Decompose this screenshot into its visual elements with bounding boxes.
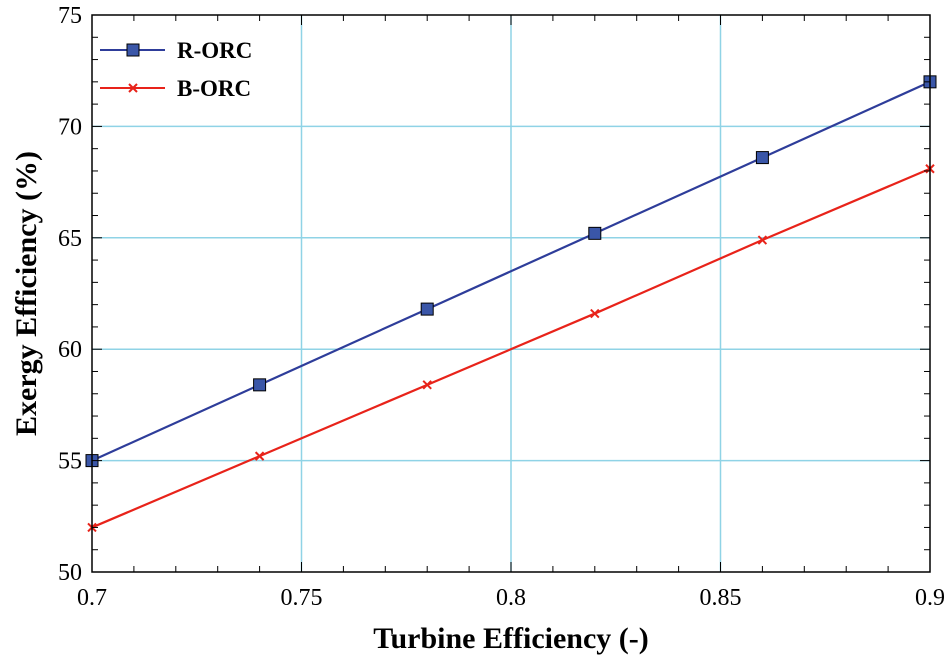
data-point-b-orc — [757, 235, 768, 245]
x-tick-label: 0.7 — [77, 585, 107, 611]
data-point-r-orc — [755, 151, 769, 165]
data-point-b-orc — [254, 451, 265, 461]
x-tick-label: 0.8 — [496, 585, 526, 611]
x-tick-label: 0.9 — [915, 585, 945, 611]
legend-marker-r-orc — [126, 43, 140, 57]
y-tick-label: 70 — [58, 114, 82, 140]
legend: R-ORC B-ORC — [100, 38, 252, 101]
series-line-b-orc — [91, 167, 931, 529]
y-tick-label: 55 — [58, 449, 82, 475]
x-axis-title: Turbine Efficiency (-) — [373, 622, 649, 655]
ticks: 0.7 0.75 0.8 0.85 0.9 50 55 60 65 70 75 — [58, 3, 945, 611]
y-tick-label: 60 — [58, 337, 82, 363]
series-line-r-orc — [91, 80, 931, 462]
data-point-b-orc — [590, 308, 600, 319]
y-axis-title: Exergy Efficiency (%) — [10, 151, 43, 436]
y-tick-label: 50 — [58, 560, 82, 586]
data-point-r-orc — [253, 378, 267, 392]
data-point-r-orc — [588, 226, 602, 240]
legend-label-b-orc: B-ORC — [177, 76, 251, 101]
x-tick-label: 0.85 — [700, 585, 742, 611]
x-tick-label: 0.75 — [281, 585, 323, 611]
legend-label-r-orc: R-ORC — [177, 38, 252, 63]
data-point-r-orc — [420, 302, 434, 316]
series-lines — [91, 80, 931, 529]
y-tick-label: 65 — [58, 226, 82, 252]
legend-marker-b-orc — [128, 83, 138, 93]
data-point-b-orc — [422, 380, 432, 390]
y-tick-label: 75 — [58, 3, 82, 29]
